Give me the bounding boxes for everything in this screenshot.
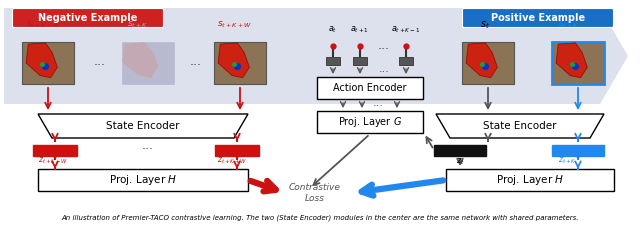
Text: ···: ··· bbox=[378, 44, 390, 57]
Text: ···: ··· bbox=[94, 60, 106, 73]
Text: $s_{t+K}$: $s_{t+K}$ bbox=[558, 20, 579, 30]
Text: An illustration of Premier-TACO contrastive learning. The two (State Encoder) mo: An illustration of Premier-TACO contrast… bbox=[61, 215, 579, 221]
Bar bbox=[317, 77, 423, 99]
Text: $s_{t+K-W}$: $s_{t+K-W}$ bbox=[26, 20, 61, 30]
Bar bbox=[353, 57, 367, 65]
Text: $s_{t+K}$: $s_{t+K}$ bbox=[127, 20, 148, 30]
Polygon shape bbox=[4, 8, 628, 104]
Text: $z_{t+K-W}$: $z_{t+K-W}$ bbox=[38, 156, 68, 166]
Text: ···: ··· bbox=[142, 144, 154, 156]
Text: $z_t$: $z_t$ bbox=[456, 157, 465, 167]
Bar bbox=[38, 169, 248, 191]
Text: Negative Example: Negative Example bbox=[38, 13, 138, 23]
Bar bbox=[317, 111, 423, 133]
Bar bbox=[215, 144, 259, 155]
Text: Action Encoder: Action Encoder bbox=[333, 83, 407, 93]
FancyBboxPatch shape bbox=[13, 8, 163, 27]
Text: ···: ··· bbox=[372, 101, 383, 111]
FancyBboxPatch shape bbox=[463, 8, 614, 27]
Text: State Encoder: State Encoder bbox=[483, 121, 557, 131]
Bar bbox=[399, 57, 413, 65]
Bar bbox=[326, 57, 340, 65]
Text: Proj. Layer $H$: Proj. Layer $H$ bbox=[496, 173, 564, 187]
Text: ···: ··· bbox=[190, 60, 202, 73]
Text: $a_{t+1}$: $a_{t+1}$ bbox=[351, 25, 369, 35]
Polygon shape bbox=[26, 43, 58, 78]
Text: $a_{t+K-1}$: $a_{t+K-1}$ bbox=[391, 25, 420, 35]
Bar bbox=[552, 144, 604, 155]
Text: Proj. Layer $G$: Proj. Layer $G$ bbox=[338, 115, 402, 129]
Text: Proj. Layer $H$: Proj. Layer $H$ bbox=[109, 173, 177, 187]
Bar bbox=[22, 42, 74, 84]
Bar bbox=[434, 144, 486, 155]
Text: $a_t$: $a_t$ bbox=[328, 25, 338, 35]
Polygon shape bbox=[218, 43, 250, 78]
Polygon shape bbox=[436, 114, 604, 138]
Bar bbox=[462, 42, 514, 84]
Bar bbox=[33, 144, 77, 155]
Bar bbox=[446, 169, 614, 191]
Polygon shape bbox=[38, 114, 248, 138]
Text: $s_t$: $s_t$ bbox=[480, 19, 490, 31]
Text: ···: ··· bbox=[379, 67, 389, 77]
Text: Positive Example: Positive Example bbox=[491, 13, 585, 23]
Text: $z_{t+K}$: $z_{t+K}$ bbox=[558, 156, 577, 166]
Polygon shape bbox=[466, 43, 497, 78]
Bar bbox=[122, 42, 174, 84]
Bar bbox=[552, 42, 604, 84]
Polygon shape bbox=[122, 42, 158, 78]
Text: State Encoder: State Encoder bbox=[106, 121, 180, 131]
Polygon shape bbox=[556, 43, 588, 78]
Text: Contrastive
Loss: Contrastive Loss bbox=[289, 183, 341, 203]
Text: $z_{t+K+W}$: $z_{t+K+W}$ bbox=[217, 156, 247, 166]
Text: $s_{t+K+W}$: $s_{t+K+W}$ bbox=[217, 20, 252, 30]
Bar bbox=[214, 42, 266, 84]
